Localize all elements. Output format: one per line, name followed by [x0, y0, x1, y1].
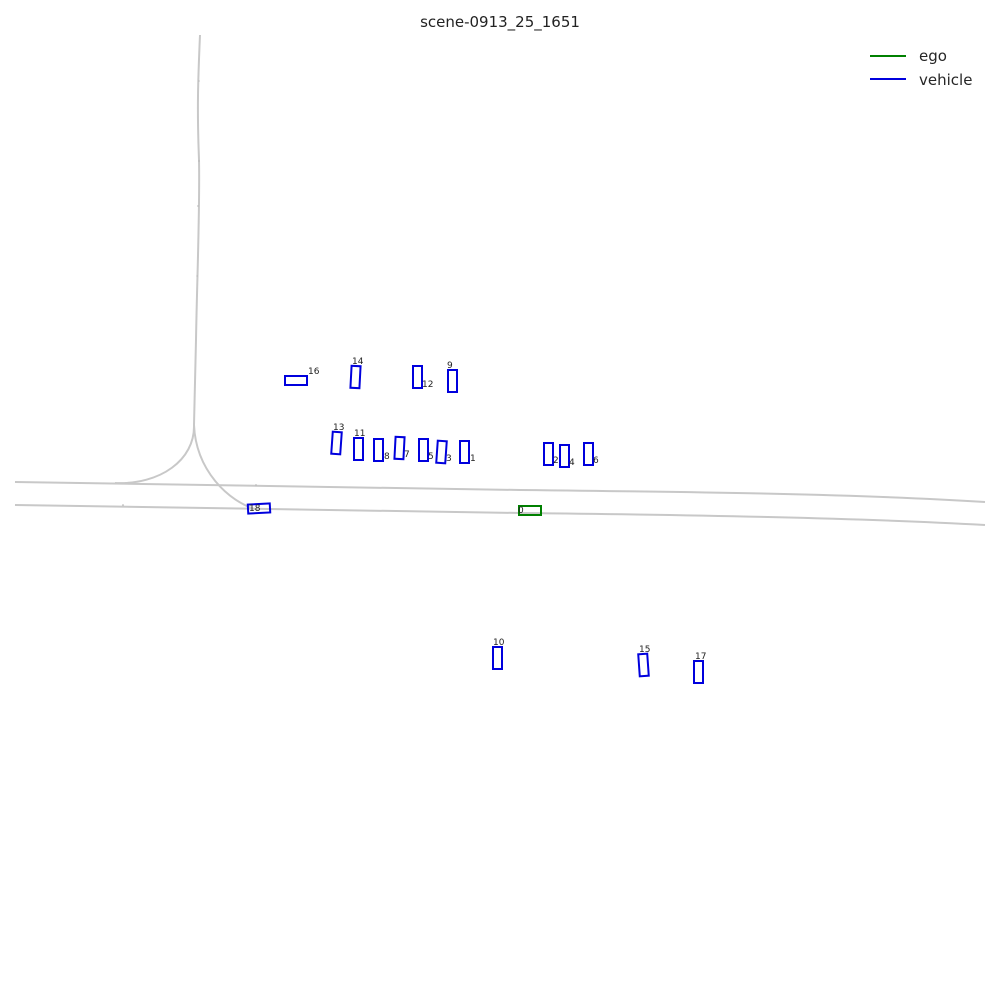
object-label: 0 [518, 506, 524, 516]
object-box [418, 438, 429, 462]
object-label: 15 [639, 645, 650, 655]
object-box [353, 437, 364, 461]
object-box [559, 444, 570, 468]
object-label: 8 [384, 452, 390, 462]
road-map [14, 34, 986, 526]
object-box [543, 442, 554, 466]
object-label: 11 [354, 429, 365, 439]
object-label: 18 [249, 504, 261, 514]
object-label: 13 [333, 423, 344, 433]
object-layer: 0 1 2 3 4 5 6 7 8 9 10 11 [246, 357, 706, 684]
road-edge-lower [14, 504, 986, 526]
object-box [459, 440, 470, 464]
object-label: 1 [470, 454, 476, 464]
object-label: 3 [446, 454, 452, 464]
object-box [693, 660, 704, 684]
object-box [435, 439, 448, 465]
road-curve-left [114, 424, 196, 485]
road-edge-upper [14, 481, 986, 503]
object-box [412, 365, 423, 389]
object-box [583, 442, 594, 466]
object-box [393, 435, 406, 461]
object-box [492, 646, 503, 670]
object-label: 7 [404, 450, 410, 460]
road-edge-vertical [193, 34, 201, 426]
object-label: 4 [569, 458, 575, 468]
legend: ego vehicle [870, 47, 972, 89]
object-label: 17 [695, 652, 706, 662]
scene-title: scene-0913_25_1651 [420, 13, 580, 32]
object-box [518, 505, 542, 516]
object-label: 10 [493, 638, 505, 648]
object-box [373, 438, 384, 462]
legend-label-ego: ego [919, 47, 947, 65]
object-box [284, 375, 308, 386]
object-label: 6 [593, 456, 599, 466]
object-box [447, 369, 458, 393]
object-box [330, 430, 343, 456]
road-curve-right [193, 424, 259, 511]
object-label: 14 [352, 357, 364, 367]
object-label: 5 [428, 452, 434, 462]
object-label: 9 [447, 361, 453, 371]
object-label: 16 [308, 367, 320, 377]
object-box [246, 502, 272, 515]
object-box [637, 652, 650, 678]
object-label: 12 [422, 380, 433, 390]
object-box [349, 364, 362, 390]
legend-label-vehicle: vehicle [919, 71, 972, 89]
object-label: 2 [553, 456, 559, 466]
